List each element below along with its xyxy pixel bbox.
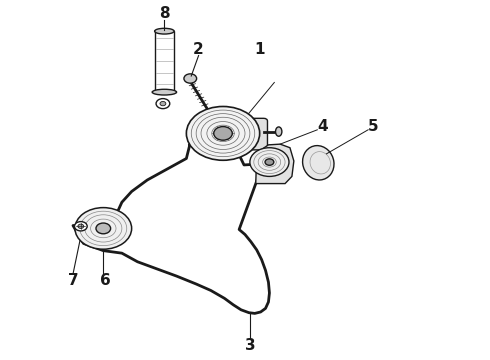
Ellipse shape	[155, 28, 174, 34]
Text: 7: 7	[68, 273, 78, 288]
Text: 5: 5	[368, 119, 378, 134]
Circle shape	[78, 224, 84, 228]
Ellipse shape	[152, 89, 176, 95]
Ellipse shape	[275, 127, 282, 136]
Text: 2: 2	[193, 42, 204, 57]
Circle shape	[186, 107, 260, 160]
Circle shape	[214, 127, 232, 140]
Text: 8: 8	[159, 6, 170, 21]
Circle shape	[156, 99, 170, 109]
Text: 6: 6	[100, 273, 111, 288]
Circle shape	[74, 222, 87, 231]
Text: 1: 1	[254, 42, 265, 57]
Ellipse shape	[303, 145, 334, 180]
Circle shape	[265, 159, 274, 165]
Circle shape	[96, 223, 111, 234]
Circle shape	[184, 74, 196, 83]
Circle shape	[250, 148, 289, 176]
Polygon shape	[256, 144, 294, 184]
Circle shape	[160, 102, 166, 106]
Bar	[155, 31, 174, 92]
Text: 4: 4	[317, 119, 327, 134]
Text: 3: 3	[245, 338, 255, 353]
FancyBboxPatch shape	[208, 118, 268, 150]
Circle shape	[75, 208, 132, 249]
